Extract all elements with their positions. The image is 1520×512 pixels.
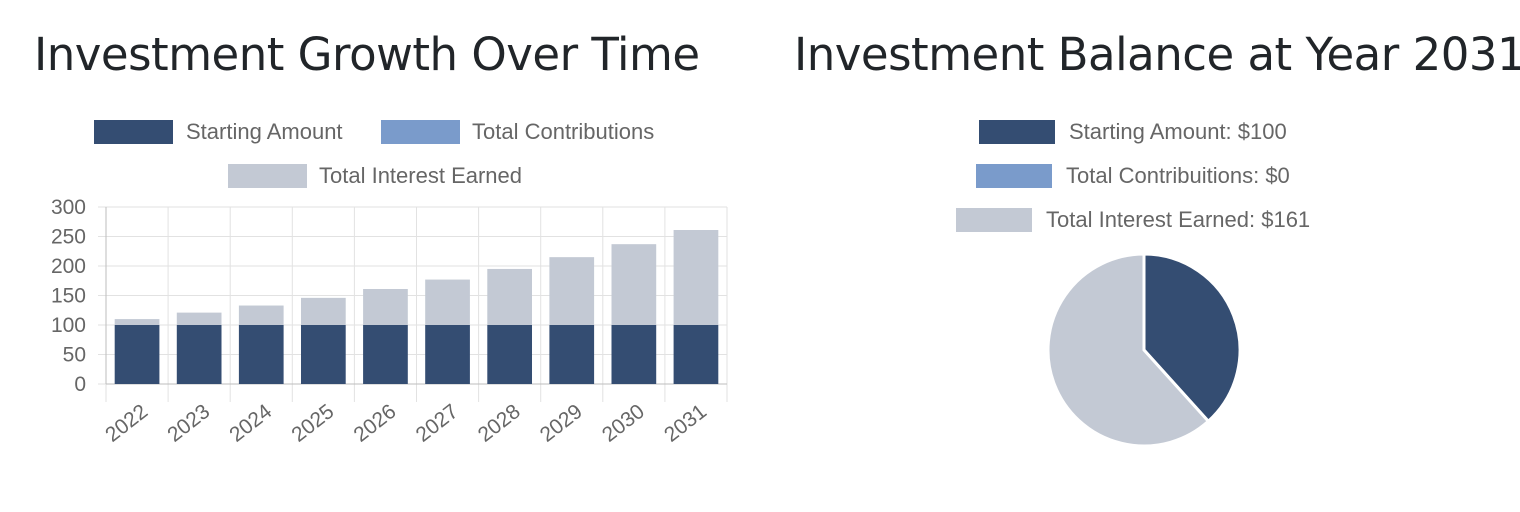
pie-slice-starting-amount	[1142, 252, 1242, 424]
bar-total-interest-earned-2027	[425, 279, 470, 325]
pie-legend-swatch-interest	[956, 208, 1032, 232]
bar-starting-amount-2022	[114, 325, 160, 384]
balance-chart-panel: Investment Balance at Year 2031 Starting…	[760, 0, 1520, 512]
pie-legend-item-starting-amount[interactable]: Starting Amount: $100	[979, 119, 1287, 145]
balance-chart-title: Investment Balance at Year 2031	[794, 28, 1520, 81]
bar-total-interest-earned-2025	[300, 297, 346, 325]
growth-chart-panel: Investment Growth Over Time Starting Amo…	[34, 28, 728, 447]
x-tick-label: 2029	[536, 400, 587, 447]
y-tick-label: 200	[51, 255, 86, 278]
y-tick-label: 150	[51, 285, 86, 308]
bar-starting-amount-2029	[549, 325, 595, 384]
legend-label-contributions: Total Contributions	[472, 119, 655, 144]
bar-starting-amount-2028	[487, 325, 533, 384]
y-tick-label: 300	[51, 196, 86, 219]
bar-starting-amount-2026	[363, 325, 408, 384]
bar-total-interest-earned-2031	[673, 230, 719, 325]
x-tick-label: 2027	[412, 400, 463, 447]
x-tick-label: 2024	[225, 400, 276, 447]
x-tick-label: 2022	[101, 400, 152, 447]
legend-item-total-interest[interactable]: Total Interest Earned	[228, 163, 522, 189]
legend-label-interest: Total Interest Earned	[319, 163, 523, 188]
bar-total-interest-earned-2022	[114, 319, 160, 325]
x-tick-label: 2031	[660, 400, 711, 447]
bar-total-interest-earned-2029	[549, 257, 595, 325]
legend-item-total-contributions[interactable]: Total Contributions	[381, 119, 654, 145]
legend-label-starting: Starting Amount	[186, 119, 343, 144]
pie-legend-swatch-contributions	[976, 164, 1052, 188]
pie-slice-total-interest-earned	[1046, 252, 1211, 448]
bar-starting-amount-2030	[611, 325, 657, 384]
bar-total-interest-earned-2024	[238, 305, 284, 325]
y-tick-label: 250	[51, 226, 86, 249]
legend-swatch-starting	[94, 120, 173, 144]
pie-legend-label-contributions: Total Contribuitions: $0	[1066, 163, 1290, 188]
y-tick-label: 0	[74, 373, 86, 396]
pie-legend-label-interest: Total Interest Earned: $161	[1046, 207, 1311, 232]
x-tick-label: 2030	[598, 400, 649, 447]
pie-legend-item-total-interest[interactable]: Total Interest Earned: $161	[956, 207, 1310, 233]
bar-total-interest-earned-2028	[487, 268, 533, 325]
x-tick-label: 2023	[163, 400, 214, 447]
x-tick-label: 2025	[287, 400, 338, 447]
legend-swatch-contributions	[381, 120, 460, 144]
balance-pie-chart	[1046, 252, 1242, 448]
legend-swatch-interest	[228, 164, 307, 188]
bar-total-interest-earned-2023	[176, 312, 222, 325]
x-tick-label: 2026	[350, 400, 401, 447]
pie-legend-item-total-contributions[interactable]: Total Contribuitions: $0	[976, 163, 1290, 189]
bar-starting-amount-2024	[238, 325, 284, 384]
pie-legend-swatch-starting	[979, 120, 1055, 144]
bar-starting-amount-2023	[176, 325, 222, 384]
y-tick-label: 100	[51, 314, 86, 337]
growth-chart-title: Investment Growth Over Time	[34, 28, 700, 81]
y-tick-label: 50	[63, 344, 86, 367]
x-tick-label: 2028	[474, 400, 525, 447]
bar-starting-amount-2031	[673, 325, 719, 384]
bar-starting-amount-2027	[425, 325, 470, 384]
pie-legend-label-starting: Starting Amount: $100	[1069, 119, 1287, 144]
bar-starting-amount-2025	[300, 325, 346, 384]
bar-total-interest-earned-2026	[363, 289, 408, 325]
legend-item-starting-amount[interactable]: Starting Amount	[94, 119, 343, 145]
bar-total-interest-earned-2030	[611, 244, 657, 325]
